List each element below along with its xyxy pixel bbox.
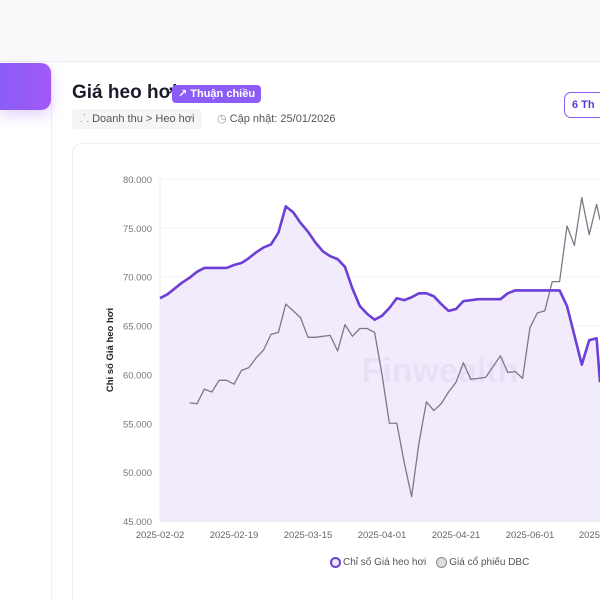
x-tick-label: 2025-04-21	[432, 530, 481, 541]
y-tick-label: 70.000	[123, 273, 152, 284]
updated-info: ◷ Cập nhật: 25/01/2026	[217, 109, 335, 129]
sidebar-item-active[interactable]	[0, 63, 51, 110]
clock-icon: ◷	[217, 113, 230, 125]
top-bar	[0, 0, 600, 62]
y-tick-label: 50.000	[123, 468, 152, 479]
breadcrumb[interactable]: ⸫ Doanh thu > Heo hơi	[72, 109, 203, 129]
y-tick-label: 55.000	[123, 419, 152, 430]
updated-text: Cập nhật: 25/01/2026	[229, 113, 336, 125]
y-tick-label: 60.000	[123, 370, 152, 381]
legend-marker	[436, 557, 448, 568]
legend-label: Chỉ số Giá heo hơi	[343, 557, 427, 568]
sidebar	[0, 63, 52, 600]
x-tick-label: 2025-02-02	[136, 530, 185, 541]
x-tick-label: 2025-04-01	[358, 530, 407, 541]
legend-marker	[330, 557, 341, 568]
x-tick-label: 2025	[579, 530, 600, 541]
y-tick-label: 65.000	[123, 322, 152, 333]
watermark: Finwealth	[362, 352, 519, 390]
hog-price-line	[159, 205, 600, 383]
legend-label: Giá cổ phiếu DBC	[449, 557, 530, 568]
legend-item-dbc-price[interactable]: Giá cổ phiếu DBC	[436, 557, 529, 568]
period-button[interactable]: 6 Th	[564, 92, 600, 118]
x-tick-label: 2025-03-15	[284, 530, 333, 541]
legend-item-hog-price[interactable]: Chỉ số Giá heo hơi	[330, 557, 426, 568]
legend: Chỉ số Giá heo hơi Giá cổ phiếu DBC	[330, 557, 529, 568]
dbc-price-line	[189, 196, 600, 498]
y-tick-label: 45.000	[123, 517, 152, 528]
x-tick-label: 2025-02-19	[210, 530, 259, 541]
page-title: Giá heo hơi	[72, 82, 178, 103]
trend-badge: ↗ Thuận chiều	[172, 85, 262, 103]
breadcrumb-text: Doanh thu > Heo hơi	[92, 113, 195, 125]
x-tick-label: 2025-06-01	[506, 530, 555, 541]
hierarchy-icon: ⸫	[80, 113, 93, 125]
y-tick-label: 75.000	[123, 224, 152, 235]
y-tick-label: 80.000	[123, 175, 152, 186]
y-axis-label: Chỉ số Giá heo hơi	[105, 308, 116, 392]
